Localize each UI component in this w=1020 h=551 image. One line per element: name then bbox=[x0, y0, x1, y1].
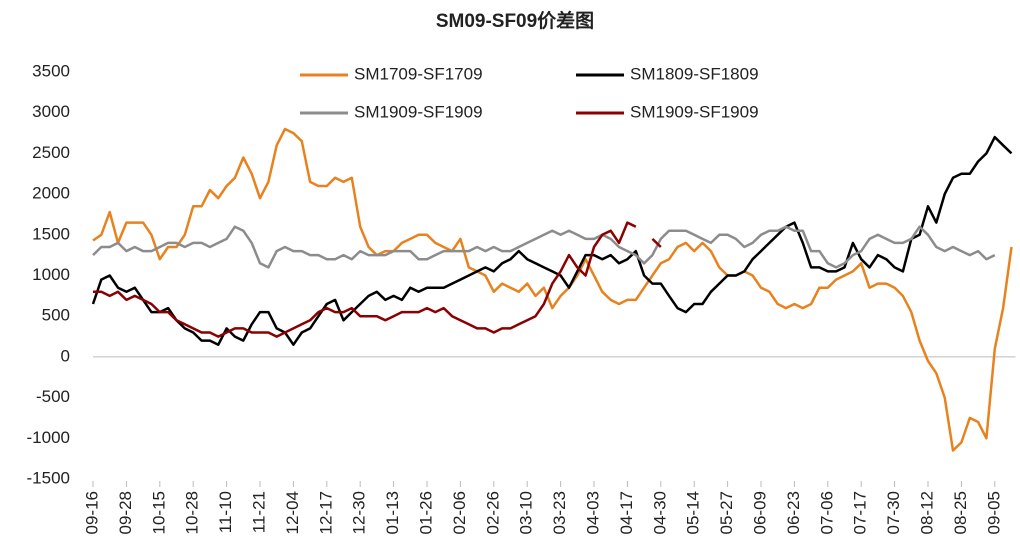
x-tick-label: 11-10 bbox=[216, 491, 235, 533]
y-tick-label: 3000 bbox=[32, 102, 70, 121]
legend-label: SM1809-SF1809 bbox=[630, 64, 759, 83]
y-tick-label: -1500 bbox=[27, 468, 70, 487]
y-tick-label: -1000 bbox=[27, 428, 70, 447]
x-tick-label: 05-27 bbox=[717, 491, 736, 534]
y-tick-label: 1500 bbox=[32, 224, 70, 243]
y-tick-label: 500 bbox=[42, 306, 70, 325]
x-tick-label: 01-13 bbox=[383, 491, 402, 534]
y-tick-label: -500 bbox=[36, 387, 70, 406]
x-tick-label: 07-17 bbox=[851, 491, 870, 534]
x-tick-label: 07-30 bbox=[884, 491, 903, 534]
x-tick-label: 02-06 bbox=[450, 491, 469, 534]
x-tick-label: 03-10 bbox=[517, 491, 536, 534]
x-tick-label: 06-23 bbox=[784, 491, 803, 534]
x-tick-label: 12-17 bbox=[316, 491, 335, 534]
x-tick-label: 07-06 bbox=[817, 491, 836, 534]
y-tick-label: 1000 bbox=[32, 265, 70, 284]
x-tick-label: 09-16 bbox=[82, 491, 101, 534]
y-tick-label: 0 bbox=[61, 346, 70, 365]
x-tick-label: 10-28 bbox=[183, 491, 202, 534]
series-line bbox=[92, 225, 996, 269]
y-tick-label: 2000 bbox=[32, 184, 70, 203]
x-tick-label: 10-15 bbox=[149, 491, 168, 534]
legend-label: SM1909-SF1909 bbox=[354, 102, 483, 121]
series-line bbox=[91, 135, 1013, 346]
x-tick-label: 11-21 bbox=[249, 491, 268, 533]
x-tick-label: 08-25 bbox=[951, 491, 970, 534]
y-tick-label: 3500 bbox=[32, 61, 70, 80]
x-tick-label: 04-17 bbox=[617, 491, 636, 534]
x-tick-label: 04-03 bbox=[583, 491, 602, 534]
x-tick-label: 06-09 bbox=[750, 491, 769, 534]
x-tick-label: 01-26 bbox=[416, 491, 435, 534]
x-tick-label: 03-23 bbox=[550, 491, 569, 534]
x-tick-label: 12-30 bbox=[350, 491, 369, 534]
x-tick-label: 02-26 bbox=[483, 491, 502, 534]
legend-label: SM1709-SF1709 bbox=[354, 64, 483, 83]
legend-label: SM1909-SF1909 bbox=[630, 102, 759, 121]
series-line bbox=[92, 127, 1013, 452]
x-tick-label: 09-05 bbox=[984, 491, 1003, 534]
x-tick-label: 09-28 bbox=[116, 491, 135, 534]
chart-title: SM09-SF09价差图 bbox=[436, 9, 594, 32]
series-line bbox=[93, 221, 662, 338]
y-tick-label: 2500 bbox=[32, 143, 70, 162]
x-tick-label: 08-12 bbox=[917, 491, 936, 534]
x-tick-label: 12-04 bbox=[283, 491, 302, 534]
x-tick-label: 05-14 bbox=[684, 491, 703, 534]
x-tick-label: 04-30 bbox=[650, 491, 669, 534]
